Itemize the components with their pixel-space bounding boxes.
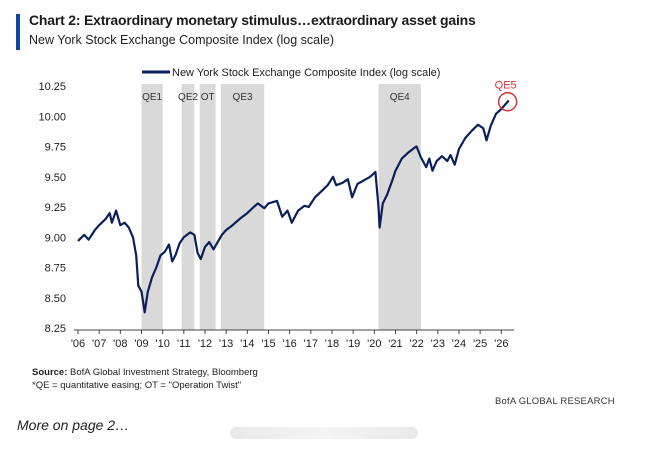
x-tick-label: '19 bbox=[346, 338, 360, 350]
qe5-highlight-circle bbox=[497, 91, 518, 112]
shaded-period-qe3 bbox=[220, 84, 265, 330]
shaded-period-label: QE2 bbox=[178, 92, 198, 103]
x-tick-label: '15 bbox=[261, 338, 275, 350]
x-tick-label: '21 bbox=[388, 338, 402, 350]
y-tick-label: 8.50 bbox=[45, 293, 66, 305]
x-tick-label: '14 bbox=[240, 338, 254, 350]
research-credit: BofA GLOBAL RESEARCH bbox=[495, 396, 615, 407]
y-tick-label: 9.25 bbox=[45, 202, 66, 214]
y-tick-label: 10.25 bbox=[38, 81, 66, 93]
x-tick-label: '26 bbox=[494, 338, 508, 350]
x-tick-label: '13 bbox=[219, 338, 233, 350]
more-on-page-link[interactable]: More on page 2… bbox=[17, 417, 130, 433]
source-label: Source: bbox=[32, 367, 68, 378]
y-tick-label: 8.75 bbox=[45, 263, 66, 275]
y-tick-label: 9.75 bbox=[45, 142, 66, 154]
shaded-period-qe1 bbox=[141, 84, 163, 330]
qe5-annotation-label: QE5 bbox=[495, 80, 517, 92]
title-accent-bar bbox=[16, 14, 20, 50]
footnote: *QE = quantitative easing; OT = "Operati… bbox=[32, 380, 242, 391]
page-title: Chart 2: Extraordinary monetary stimulus… bbox=[29, 12, 476, 28]
shaded-period-qe4 bbox=[378, 84, 421, 330]
x-tick-label: '17 bbox=[304, 338, 318, 350]
x-tick-label: '18 bbox=[325, 338, 339, 350]
x-tick-label: '10 bbox=[155, 338, 169, 350]
watermark bbox=[230, 427, 418, 439]
source-text: BofA Global Investment Strategy, Bloombe… bbox=[67, 367, 258, 378]
x-tick-label: '16 bbox=[282, 338, 296, 350]
y-tick-label: 10.00 bbox=[38, 111, 66, 123]
shaded-period-qe2 bbox=[181, 84, 195, 330]
x-tick-label: '11 bbox=[177, 338, 191, 350]
x-tick-label: '08 bbox=[113, 338, 127, 350]
x-tick-label: '22 bbox=[409, 338, 423, 350]
y-tick-label: 8.25 bbox=[45, 323, 66, 335]
x-tick-label: '24 bbox=[452, 338, 466, 350]
x-tick-label: '09 bbox=[134, 338, 148, 350]
shaded-period-label: QE1 bbox=[142, 92, 162, 103]
nyse-composite-series-line bbox=[77, 99, 510, 314]
shaded-period-label: OT bbox=[201, 92, 215, 103]
source-line: Source: BofA Global Investment Strategy,… bbox=[32, 367, 258, 378]
x-tick-label: '07 bbox=[92, 338, 106, 350]
page-subtitle: New York Stock Exchange Composite Index … bbox=[29, 33, 335, 47]
shaded-period-ot bbox=[199, 84, 216, 330]
x-tick-label: '25 bbox=[473, 338, 487, 350]
y-tick-label: 9.00 bbox=[45, 232, 66, 244]
x-tick-label: '20 bbox=[367, 338, 381, 350]
shaded-period-label: QE3 bbox=[233, 92, 253, 103]
shaded-period-label: QE4 bbox=[390, 92, 410, 103]
x-tick-label: '06 bbox=[71, 338, 85, 350]
x-tick-label: '12 bbox=[198, 338, 212, 350]
legend-label: New York Stock Exchange Composite Index … bbox=[172, 67, 440, 79]
y-tick-label: 9.50 bbox=[45, 172, 66, 184]
x-tick-label: '23 bbox=[431, 338, 445, 350]
